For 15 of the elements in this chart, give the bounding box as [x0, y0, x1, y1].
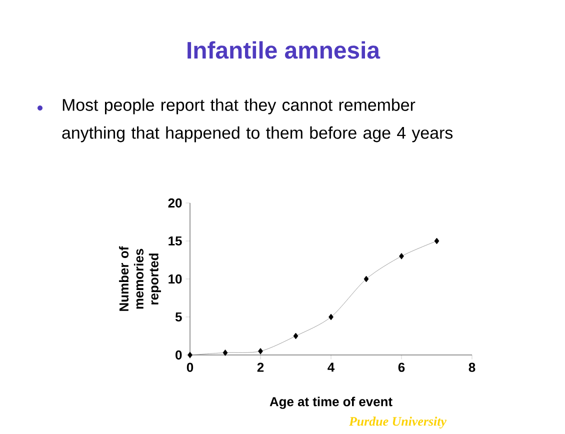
x-tick-label: 6	[398, 362, 405, 372]
chart-title: Infantile amnesia	[188, 41, 380, 59]
x-axis-title: Age at time of event	[270, 396, 392, 409]
x-tick-label: 2	[257, 362, 264, 372]
x-tick-label: 8	[468, 362, 476, 372]
y-tick-label: 20	[168, 198, 182, 208]
y-axis-title: Number of memories reported	[119, 246, 161, 311]
x-tick-label: 4	[328, 362, 335, 372]
y-tick-label: 15	[168, 236, 182, 246]
y-tick-label: 5	[175, 312, 182, 322]
y-tick-label: 0	[176, 350, 182, 360]
x-tick-label: 0	[186, 362, 194, 372]
text: Most people report that they cannot remember anything that happened to them before age 4 years	[62, 98, 453, 142]
text: Purdue University	[348, 416, 447, 428]
y-tick-label: 10	[168, 274, 182, 284]
